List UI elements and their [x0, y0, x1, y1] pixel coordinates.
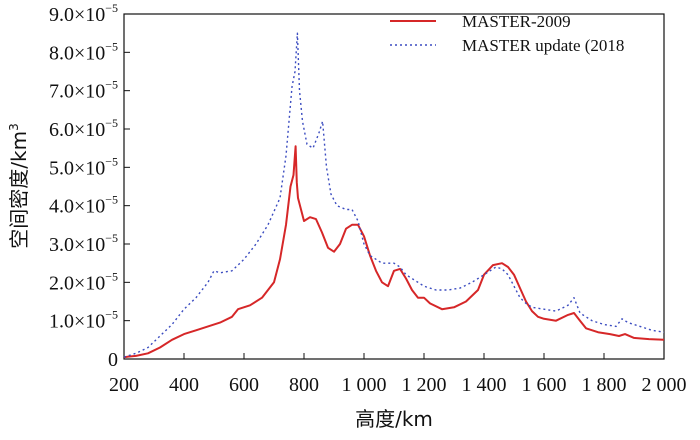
x-tick-label: 1 000 [342, 374, 387, 396]
x-tick-label: 1 800 [582, 374, 627, 396]
x-tick-label: 800 [289, 374, 319, 396]
x-tick-label: 2 000 [642, 374, 687, 396]
y-axis: 0 1.0×10−5 2.0×10−5 3.0×10−5 4.0×10−5 5.0×10−… [49, 1, 130, 371]
y-tick-label: 0 [108, 349, 118, 371]
y-tick-label: 1.0×10−5 [49, 308, 118, 333]
x-tick-label: 600 [229, 374, 259, 396]
y-tick-label: 6.0×10−5 [49, 116, 118, 141]
series-layer [123, 32, 665, 359]
series-line-master-update [123, 32, 665, 358]
y-axis-label: 空间密度/km3 [7, 123, 31, 248]
x-tick-label: 1 200 [402, 374, 447, 396]
legend-label-master-update: MASTER update (2018 [462, 36, 624, 55]
y-tick-label: 3.0×10−5 [49, 231, 118, 256]
y-tick-label: 2.0×10−5 [49, 269, 118, 294]
plot-frame [123, 13, 665, 360]
x-tick-label: 400 [169, 374, 199, 396]
x-tick-label: 1 600 [522, 374, 567, 396]
x-axis-label: 高度/km [355, 407, 433, 431]
series-line-master-2009 [123, 145, 665, 359]
y-tick-label: 8.0×10−5 [49, 39, 118, 64]
y-tick-label: 7.0×10−5 [49, 78, 118, 103]
x-axis: 200 400 600 800 1 000 1 200 1 400 1 600 1 800 2 0… [109, 353, 687, 396]
y-tick-label: 5.0×10−5 [49, 154, 118, 179]
legend-label-master-2009: MASTER-2009 [462, 12, 571, 31]
legend: MASTER-2009 MASTER update (2018 [390, 12, 624, 55]
y-tick-label: 9.0×10−5 [49, 1, 118, 26]
x-tick-label: 200 [109, 374, 139, 396]
x-tick-label: 1 400 [462, 374, 507, 396]
y-tick-label: 4.0×10−5 [49, 193, 118, 218]
